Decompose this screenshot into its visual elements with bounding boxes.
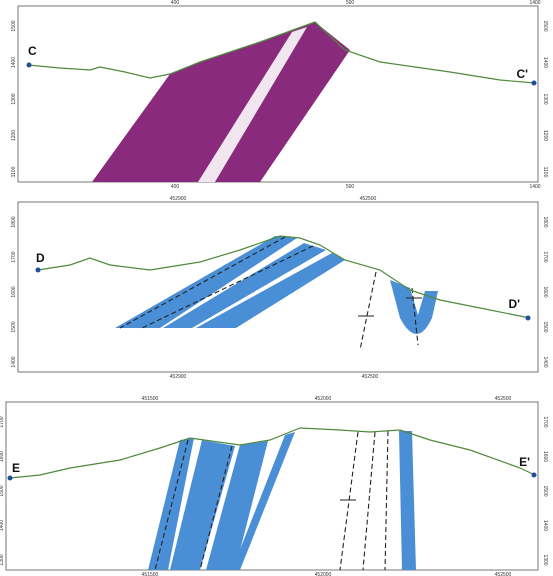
tick-label: 500: [346, 184, 355, 190]
tick-label: 451500: [142, 572, 159, 576]
tick-label: 1600: [542, 451, 548, 462]
fault: [199, 445, 233, 571]
terrain: [27, 21, 536, 84]
tick-label: 1300: [0, 554, 5, 565]
tick-label: 1600: [542, 286, 548, 297]
terrain: [9, 427, 536, 479]
tick-label: 1300: [542, 554, 548, 565]
section-label: E: [12, 461, 20, 475]
terrain: [37, 235, 531, 319]
tick-label: 1300: [11, 93, 17, 104]
unit: [206, 441, 268, 570]
tick-label: 1600: [11, 286, 17, 297]
tick-label: 452500: [360, 196, 377, 202]
section-label: E': [519, 455, 530, 469]
tick-label: 1500: [542, 485, 548, 496]
section-label: C: [28, 44, 37, 58]
tick-label: 1400: [542, 57, 548, 68]
tick-label: 452000: [315, 572, 332, 576]
marker: [7, 475, 13, 481]
fault: [362, 431, 376, 571]
tick-label: 452500: [495, 396, 512, 402]
tick-label: 1500: [542, 20, 548, 31]
tick-label: 400: [171, 184, 180, 190]
fault: [384, 430, 389, 571]
tick-label: 1200: [542, 130, 548, 141]
tick-label: 1400: [542, 520, 548, 531]
frame: [17, 5, 539, 183]
tick-label: 452500: [362, 374, 379, 380]
marker: [531, 472, 537, 478]
unit: [198, 27, 307, 182]
unit: [196, 253, 345, 328]
unit: [163, 243, 326, 328]
marker: [26, 62, 32, 68]
tick-label: 1400: [0, 520, 5, 531]
tick-label: 1100: [542, 167, 548, 178]
tick-label: 1200: [11, 130, 17, 141]
tick-label: 1700: [542, 251, 548, 262]
tick-label: 452900: [170, 196, 187, 202]
frame: [5, 401, 539, 571]
unit: [232, 432, 295, 570]
tick-label: 1700: [11, 251, 17, 262]
section-label: C': [516, 67, 528, 81]
tick-label: 1800: [542, 216, 548, 227]
tick-label: 1400: [542, 356, 548, 367]
tick-label: 400: [171, 0, 180, 6]
tick-label: 1400: [529, 184, 540, 190]
tick-label: 452500: [495, 572, 512, 576]
tick-label: 1500: [542, 321, 548, 332]
tick-label: 451500: [142, 396, 159, 402]
unit: [399, 431, 416, 570]
tick-label: 1400: [11, 57, 17, 68]
tick-label: 1100: [11, 166, 17, 177]
tick-label: 1500: [0, 485, 5, 496]
tick-label: 1700: [542, 416, 548, 427]
frame: [17, 201, 539, 373]
section-label: D': [508, 297, 520, 311]
marker: [531, 80, 537, 86]
unit: [148, 438, 194, 570]
tick-label: 1500: [11, 321, 17, 332]
fault: [359, 271, 377, 351]
section-label: D: [36, 251, 45, 265]
fault: [339, 431, 359, 571]
tick-label: 1600: [0, 451, 5, 462]
marker: [525, 315, 531, 321]
marker: [35, 267, 41, 273]
tick-label: 1500: [11, 20, 17, 31]
tick-label: 1700: [0, 416, 5, 427]
unit: [170, 440, 235, 570]
fault: [154, 439, 189, 571]
tick-label: 500: [346, 0, 355, 6]
tick-label: 452000: [315, 396, 332, 402]
tick-label: 1400: [11, 356, 17, 367]
tick-label: 1800: [11, 216, 17, 227]
tick-label: 1400: [529, 0, 540, 6]
tick-label: 1300: [542, 93, 548, 104]
unit: [115, 236, 297, 328]
tick-label: 452900: [170, 374, 187, 380]
